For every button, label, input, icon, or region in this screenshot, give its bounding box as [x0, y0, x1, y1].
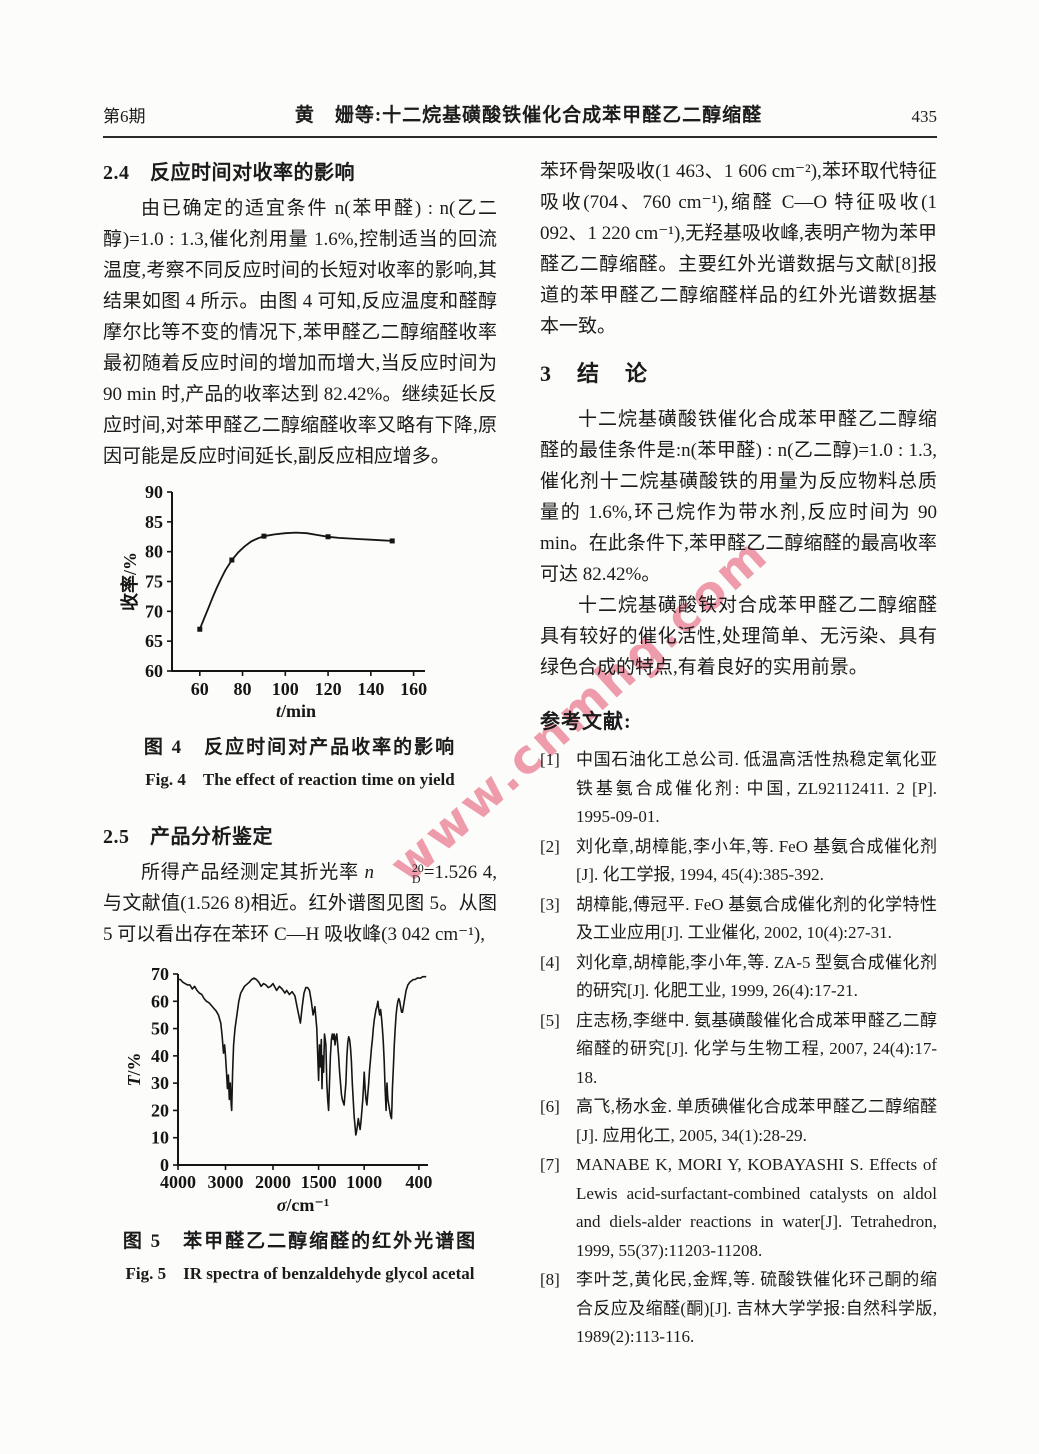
svg-text:1500: 1500	[301, 1172, 337, 1192]
svg-text:0: 0	[160, 1155, 169, 1175]
reference-number: [8]	[540, 1270, 560, 1289]
svg-text:60: 60	[191, 679, 209, 699]
refractive-index-supsub: 20 D	[411, 861, 424, 887]
page-number: 435	[911, 107, 938, 126]
section-2-5-paragraph: 所得产品经测定其折光率 n 20 D =1.526 4,与文献值(1.526 8)相近…	[103, 857, 497, 950]
svg-text:70: 70	[145, 601, 163, 621]
svg-text:40: 40	[151, 1046, 169, 1066]
right-column: 苯环骨架吸收(1 463、1 606 cm⁻²),苯环取代特征吸收(704、76…	[540, 156, 937, 1353]
refractive-index-text-pre: 所得产品经测定其折光率	[141, 862, 365, 883]
svg-text:80: 80	[145, 542, 163, 562]
svg-text:1000: 1000	[346, 1172, 382, 1192]
svg-text:160: 160	[400, 679, 427, 699]
svg-text:20: 20	[151, 1100, 169, 1120]
figure-5-caption-en: Fig. 5 IR spectra of benzaldehyde glycol…	[125, 1264, 475, 1283]
reference-number: [1]	[540, 750, 560, 769]
section-3-heading: 3 结 论	[540, 361, 650, 386]
refractive-index-symbol: n	[364, 862, 374, 883]
svg-text:70: 70	[151, 964, 169, 984]
reference-number: [4]	[540, 952, 560, 972]
reference-text: 胡樟能,傅冠平. FeO 基氨合成催化剂的化学特性及工业应用[J]. 工业催化,…	[576, 894, 937, 943]
section-2-4-paragraph: 由已确定的适宜条件 n(苯甲醛) : n(乙二醇)=1.0 : 1.3,催化剂用…	[103, 198, 497, 467]
figure-4-caption-en: Fig. 4 The effect of reaction time on yi…	[145, 770, 455, 789]
reference-text: 高飞,杨水金. 单质碘催化合成苯甲醛乙二醇缩醛[J]. 应用化工, 2005, …	[576, 1097, 937, 1145]
refractive-index-text-post: =1.526 4,与文献值(1.526 8)相近。红外谱图见图 5。从图 5 可…	[103, 862, 497, 945]
section-2-4-heading: 2.4 反应时间对收率的影响	[103, 162, 355, 184]
reference-item: [7] MANABE K, MORI Y, KOBAYASHI S. Effect…	[540, 1151, 937, 1265]
svg-text:120: 120	[315, 679, 342, 699]
figure-4-chart: 60 65 70 75 80 85 90 60 80 100 120 140 160 收率/% t/min	[120, 486, 427, 721]
reference-item: [8] 李叶芝,黄化民,金辉,等. 硫酸铁催化环己酮的缩合反应及缩醛(酮)[J].…	[540, 1266, 937, 1352]
svg-text:50: 50	[151, 1019, 169, 1039]
references-heading: 参考文献:	[540, 711, 632, 733]
figure-4: 60 65 70 75 80 85 90 60 80 100 120 140 160 收率/% t/min …	[120, 486, 480, 790]
reference-item: [3] 胡樟能,傅冠平. FeO 基氨合成催化剂的化学特性及工业应用[J]. 工业…	[540, 891, 937, 948]
svg-text:60: 60	[145, 661, 163, 681]
svg-text:85: 85	[145, 512, 163, 532]
svg-text:10: 10	[151, 1128, 169, 1148]
reference-text: 李叶芝,黄化民,金辉,等. 硫酸铁催化环己酮的缩合反应及缩醛(酮)[J]. 吉林…	[576, 1270, 937, 1346]
svg-text:3000: 3000	[208, 1172, 244, 1192]
reference-number: [3]	[540, 894, 560, 914]
section-2-5-heading: 2.5 产品分析鉴定	[103, 826, 273, 848]
svg-text:400: 400	[405, 1172, 432, 1192]
svg-text:60: 60	[151, 991, 169, 1011]
ir-analysis-paragraph: 苯环骨架吸收(1 463、1 606 cm⁻²),苯环取代特征吸收(704、76…	[540, 161, 937, 337]
svg-text:65: 65	[145, 631, 163, 651]
svg-text:4000: 4000	[160, 1172, 196, 1192]
svg-text:80: 80	[234, 679, 252, 699]
figure-5-caption-cn: 图 5 苯甲醛乙二醇缩醛的红外光谱图	[122, 1231, 478, 1252]
reference-number: [2]	[540, 836, 560, 856]
conclusion-paragraph-1: 十二烷基磺酸铁催化合成苯甲醛乙二醇缩醛的最佳条件是:n(苯甲醛) : n(乙二醇…	[540, 409, 937, 585]
svg-text:2000: 2000	[255, 1172, 291, 1192]
reference-text: MANABE K, MORI Y, KOBAYASHI S. Effects o…	[576, 1155, 937, 1260]
reference-text: 刘化章,胡樟能,李小年,等. FeO 基氨合成催化剂[J]. 化工学报, 199…	[576, 836, 937, 885]
svg-text:σ/cm⁻¹: σ/cm⁻¹	[277, 1195, 330, 1215]
left-column: 2.4 反应时间对收率的影响 由已确定的适宜条件 n(苯甲醛) : n(乙二醇)…	[103, 156, 497, 1353]
reference-number: [5]	[540, 1010, 560, 1030]
reference-text: 中国石油化工总公司. 低温高活性热稳定氧化亚铁基氨合成催化剂: 中国, ZL92…	[576, 750, 937, 826]
reference-item: [6] 高飞,杨水金. 单质碘催化合成苯甲醛乙二醇缩醛[J]. 应用化工, 200…	[540, 1093, 937, 1150]
issue-number: 第6期	[103, 107, 146, 126]
svg-text:100: 100	[272, 679, 299, 699]
running-title: 黄 姗等:十二烷基磺酸铁催化合成苯甲醛乙二醇缩醛	[294, 105, 763, 126]
figure-5: 0 10 20 30 40 50 60 70 4000 3000 2000 1500 1000 400 T/…	[120, 964, 480, 1284]
references-list: [1] 中国石油化工总公司. 低温高活性热稳定氧化亚铁基氨合成催化剂: 中国, Z…	[540, 746, 937, 1352]
svg-text:140: 140	[357, 679, 384, 699]
reference-item: [5] 庄志杨,李继中. 氨基磺酸催化合成苯甲醛乙二醇缩醛的研究[J]. 化学与生…	[540, 1007, 937, 1093]
svg-text:30: 30	[151, 1073, 169, 1093]
reference-item: [1] 中国石油化工总公司. 低温高活性热稳定氧化亚铁基氨合成催化剂: 中国, Z…	[540, 746, 937, 832]
figure-4-caption-cn: 图 4 反应时间对产品收率的影响	[143, 737, 457, 758]
svg-text:75: 75	[145, 572, 163, 592]
page-header: 第6期 黄 姗等:十二烷基磺酸铁催化合成苯甲醛乙二醇缩醛 435	[103, 100, 937, 138]
reference-item: [4] 刘化章,胡樟能,李小年,等. ZA-5 型氨合成催化剂的研究[J]. 化肥…	[540, 949, 937, 1006]
svg-text:t/min: t/min	[276, 701, 316, 721]
reference-text: 庄志杨,李继中. 氨基磺酸催化合成苯甲醛乙二醇缩醛的研究[J]. 化学与生物工程…	[576, 1010, 937, 1087]
svg-text:收率/%: 收率/%	[120, 552, 140, 611]
figure-5-chart: 0 10 20 30 40 50 60 70 4000 3000 2000 1500 1000 400 T/…	[124, 964, 432, 1215]
svg-text:90: 90	[145, 486, 163, 502]
conclusion-paragraph-2: 十二烷基磺酸铁对合成苯甲醛乙二醇缩醛具有较好的催化活性,处理简单、无污染、具有绿…	[540, 595, 937, 678]
reference-text: 刘化章,胡樟能,李小年,等. ZA-5 型氨合成催化剂的研究[J]. 化肥工业,…	[576, 952, 937, 1001]
reference-number: [7]	[540, 1155, 560, 1174]
reference-number: [6]	[540, 1097, 560, 1116]
svg-text:T/%: T/%	[124, 1052, 144, 1086]
reference-item: [2] 刘化章,胡樟能,李小年,等. FeO 基氨合成催化剂[J]. 化工学报, …	[540, 833, 937, 890]
